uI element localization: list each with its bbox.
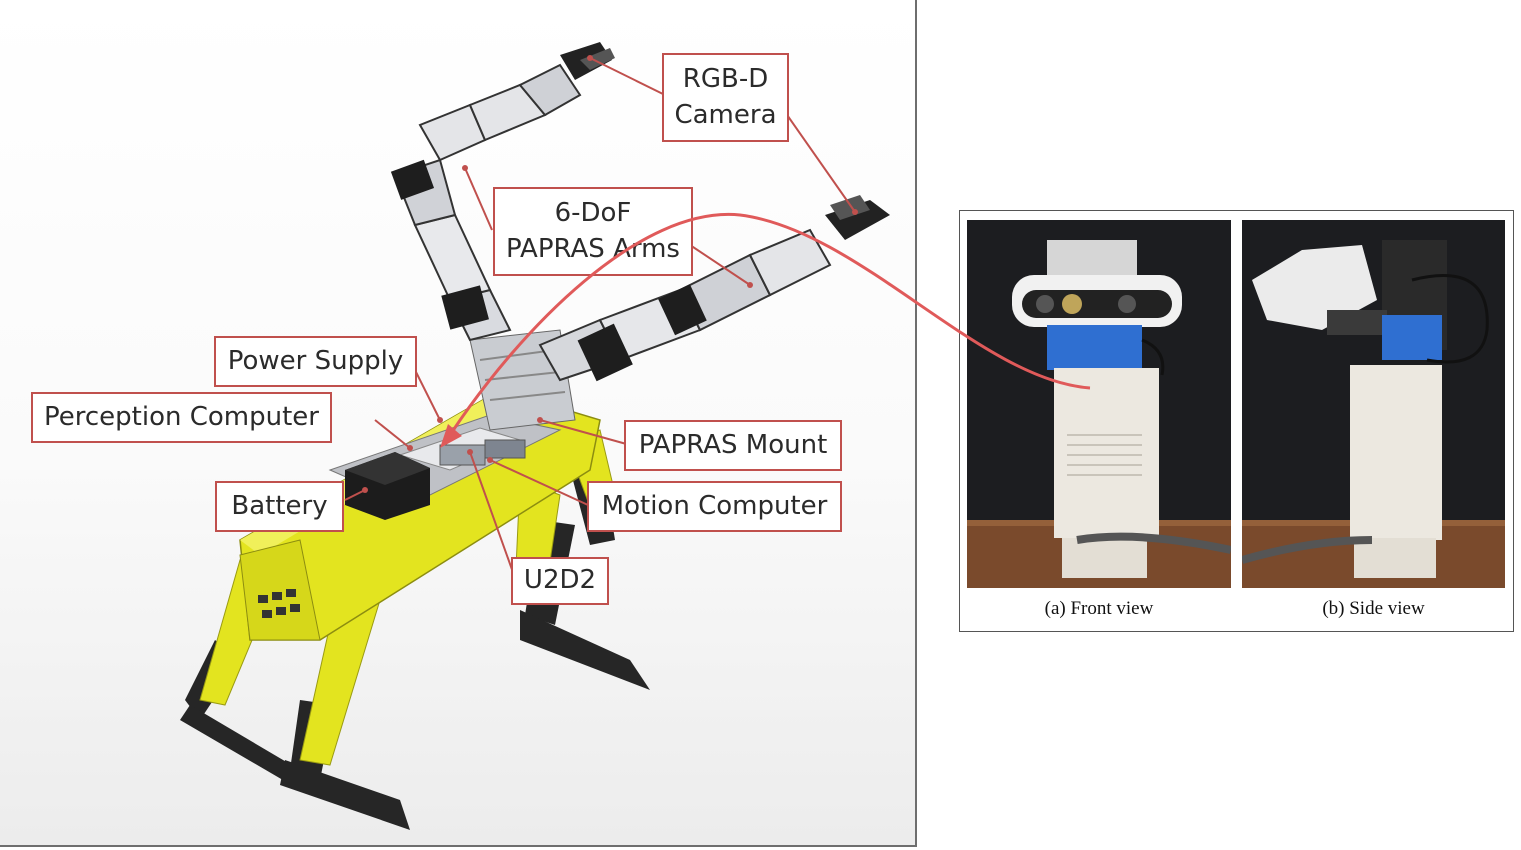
- papras-arms-label: 6-DoF PAPRAS Arms: [493, 187, 693, 276]
- front-view-caption: (a) Front view: [1044, 598, 1154, 619]
- papras-mount-label: PAPRAS Mount: [624, 420, 842, 471]
- rgbd-camera-label: RGB-D Camera: [662, 53, 789, 142]
- perception-computer-label: Perception Computer: [31, 392, 332, 443]
- motion-computer-label: Motion Computer: [587, 481, 842, 532]
- battery-label: Battery: [215, 481, 344, 532]
- side-view-caption: (b) Side view: [1322, 598, 1425, 619]
- u2d2-label: U2D2: [511, 557, 609, 605]
- power-supply-label: Power Supply: [214, 336, 417, 387]
- front-view-photo: [967, 220, 1231, 588]
- robot-diagram-panel: RGB-D Camera 6-DoF PAPRAS Arms Power Suppl…: [0, 0, 917, 847]
- side-view-photo: [1242, 220, 1505, 588]
